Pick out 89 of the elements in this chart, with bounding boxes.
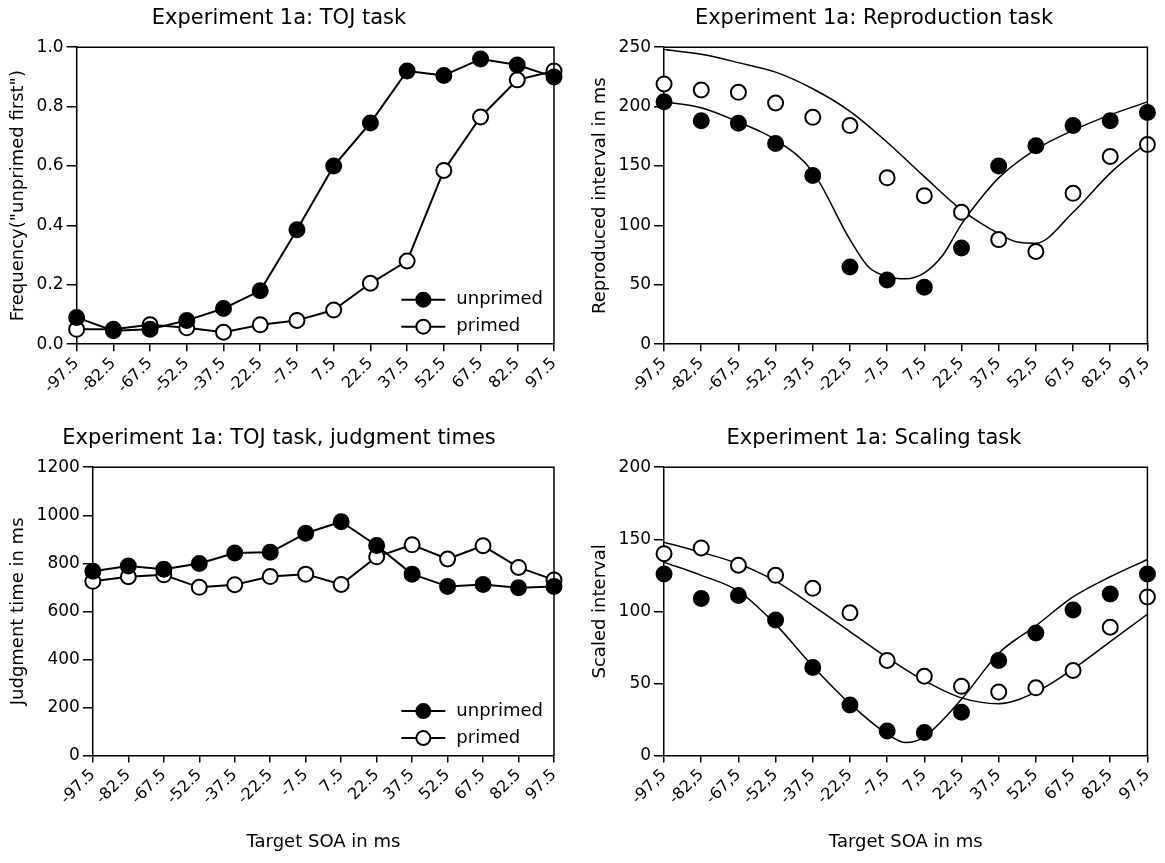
y-tick-label: 400 [47, 647, 80, 668]
point [435, 66, 453, 84]
x-tick-label: 7,5 [898, 764, 931, 797]
legend-label: primed [456, 314, 521, 336]
point [261, 543, 279, 561]
point [474, 575, 492, 593]
point [84, 562, 102, 580]
point [474, 537, 492, 555]
y-tick-label: 1200 [36, 455, 80, 476]
point [439, 577, 457, 595]
chart-title: Experiment 1a: Scaling task [726, 425, 1023, 450]
x-tick-label: 7.5 [308, 353, 340, 385]
point [508, 56, 526, 74]
point [472, 108, 490, 126]
point [368, 537, 386, 555]
chart-title: Experiment 1a: TOJ task, judgment times [62, 425, 496, 450]
y-tick-label: 150 [618, 527, 652, 548]
point [226, 576, 244, 594]
point [226, 544, 244, 562]
point [361, 274, 379, 292]
point [178, 311, 196, 329]
chart-title: Experiment 1a: TOJ task [151, 5, 408, 30]
x-tick-label: 7,5 [898, 353, 931, 385]
point [297, 565, 315, 583]
point [325, 157, 343, 175]
y-tick-label: 100 [618, 599, 652, 620]
point [297, 524, 315, 542]
y-tick-label: 150 [618, 154, 652, 175]
x-tick-label: -7,5 [857, 764, 893, 801]
point [141, 320, 159, 338]
y-tick-label: 50 [629, 273, 652, 294]
point [403, 565, 421, 583]
point [361, 114, 379, 132]
y-tick-label: 800 [47, 551, 80, 572]
y-tick-label: 200 [618, 455, 652, 476]
point [508, 71, 526, 89]
y-tick-label: 0.2 [36, 273, 64, 294]
point [398, 62, 416, 80]
point [325, 301, 343, 319]
y-axis-title: Scaled interval [588, 544, 610, 679]
point [332, 575, 350, 593]
y-tick-label: 600 [47, 599, 80, 620]
point [190, 555, 208, 573]
chart-title: Experiment 1a: Reproduction task [694, 5, 1054, 30]
y-tick-label: 100 [618, 213, 652, 234]
y-tick-label: 0.8 [36, 95, 64, 116]
y-axis-title: Reproduced interval in ms [588, 77, 610, 314]
y-tick-label: 0.0 [36, 332, 64, 353]
point [215, 300, 233, 318]
y-tick-label: 200 [47, 695, 80, 716]
y-tick-label: 0.4 [36, 213, 64, 234]
point [288, 221, 306, 239]
point [510, 579, 528, 597]
point [403, 536, 421, 554]
y-axis-title: Judgment time in ms [6, 517, 28, 707]
point [288, 311, 306, 329]
x-tick-label: -7.5 [267, 353, 303, 389]
legend-label: primed [456, 725, 521, 747]
point [251, 282, 269, 300]
point [472, 50, 490, 68]
point [119, 557, 137, 575]
x-axis-title: Target SOA in ms [827, 829, 983, 851]
point [215, 323, 233, 341]
y-tick-label: 200 [618, 95, 652, 116]
y-tick-label: 0 [640, 332, 652, 353]
x-tick-label: 7.5 [315, 764, 347, 797]
point [332, 513, 350, 531]
y-tick-label: 250 [618, 35, 652, 56]
legend-label: unprimed [456, 287, 544, 309]
point [155, 560, 173, 578]
point [398, 252, 416, 270]
y-axis-title: Frequency("unprimed first") [6, 70, 28, 322]
y-tick-label: 1000 [36, 503, 80, 524]
point [435, 161, 453, 179]
x-axis-title: Target SOA in ms [245, 829, 401, 851]
y-tick-label: 1.0 [36, 35, 64, 56]
point [251, 316, 269, 334]
point [510, 558, 528, 576]
y-tick-label: 0 [69, 743, 80, 764]
point [261, 568, 279, 586]
x-tick-label: -7.5 [275, 764, 312, 801]
point [190, 578, 208, 596]
x-tick-label: -7,5 [857, 353, 893, 389]
point [68, 308, 86, 326]
y-tick-label: 0 [640, 743, 652, 764]
legend-label: unprimed [456, 698, 544, 720]
point [439, 550, 457, 568]
y-tick-label: 50 [629, 671, 652, 692]
y-tick-label: 0.6 [36, 154, 64, 175]
